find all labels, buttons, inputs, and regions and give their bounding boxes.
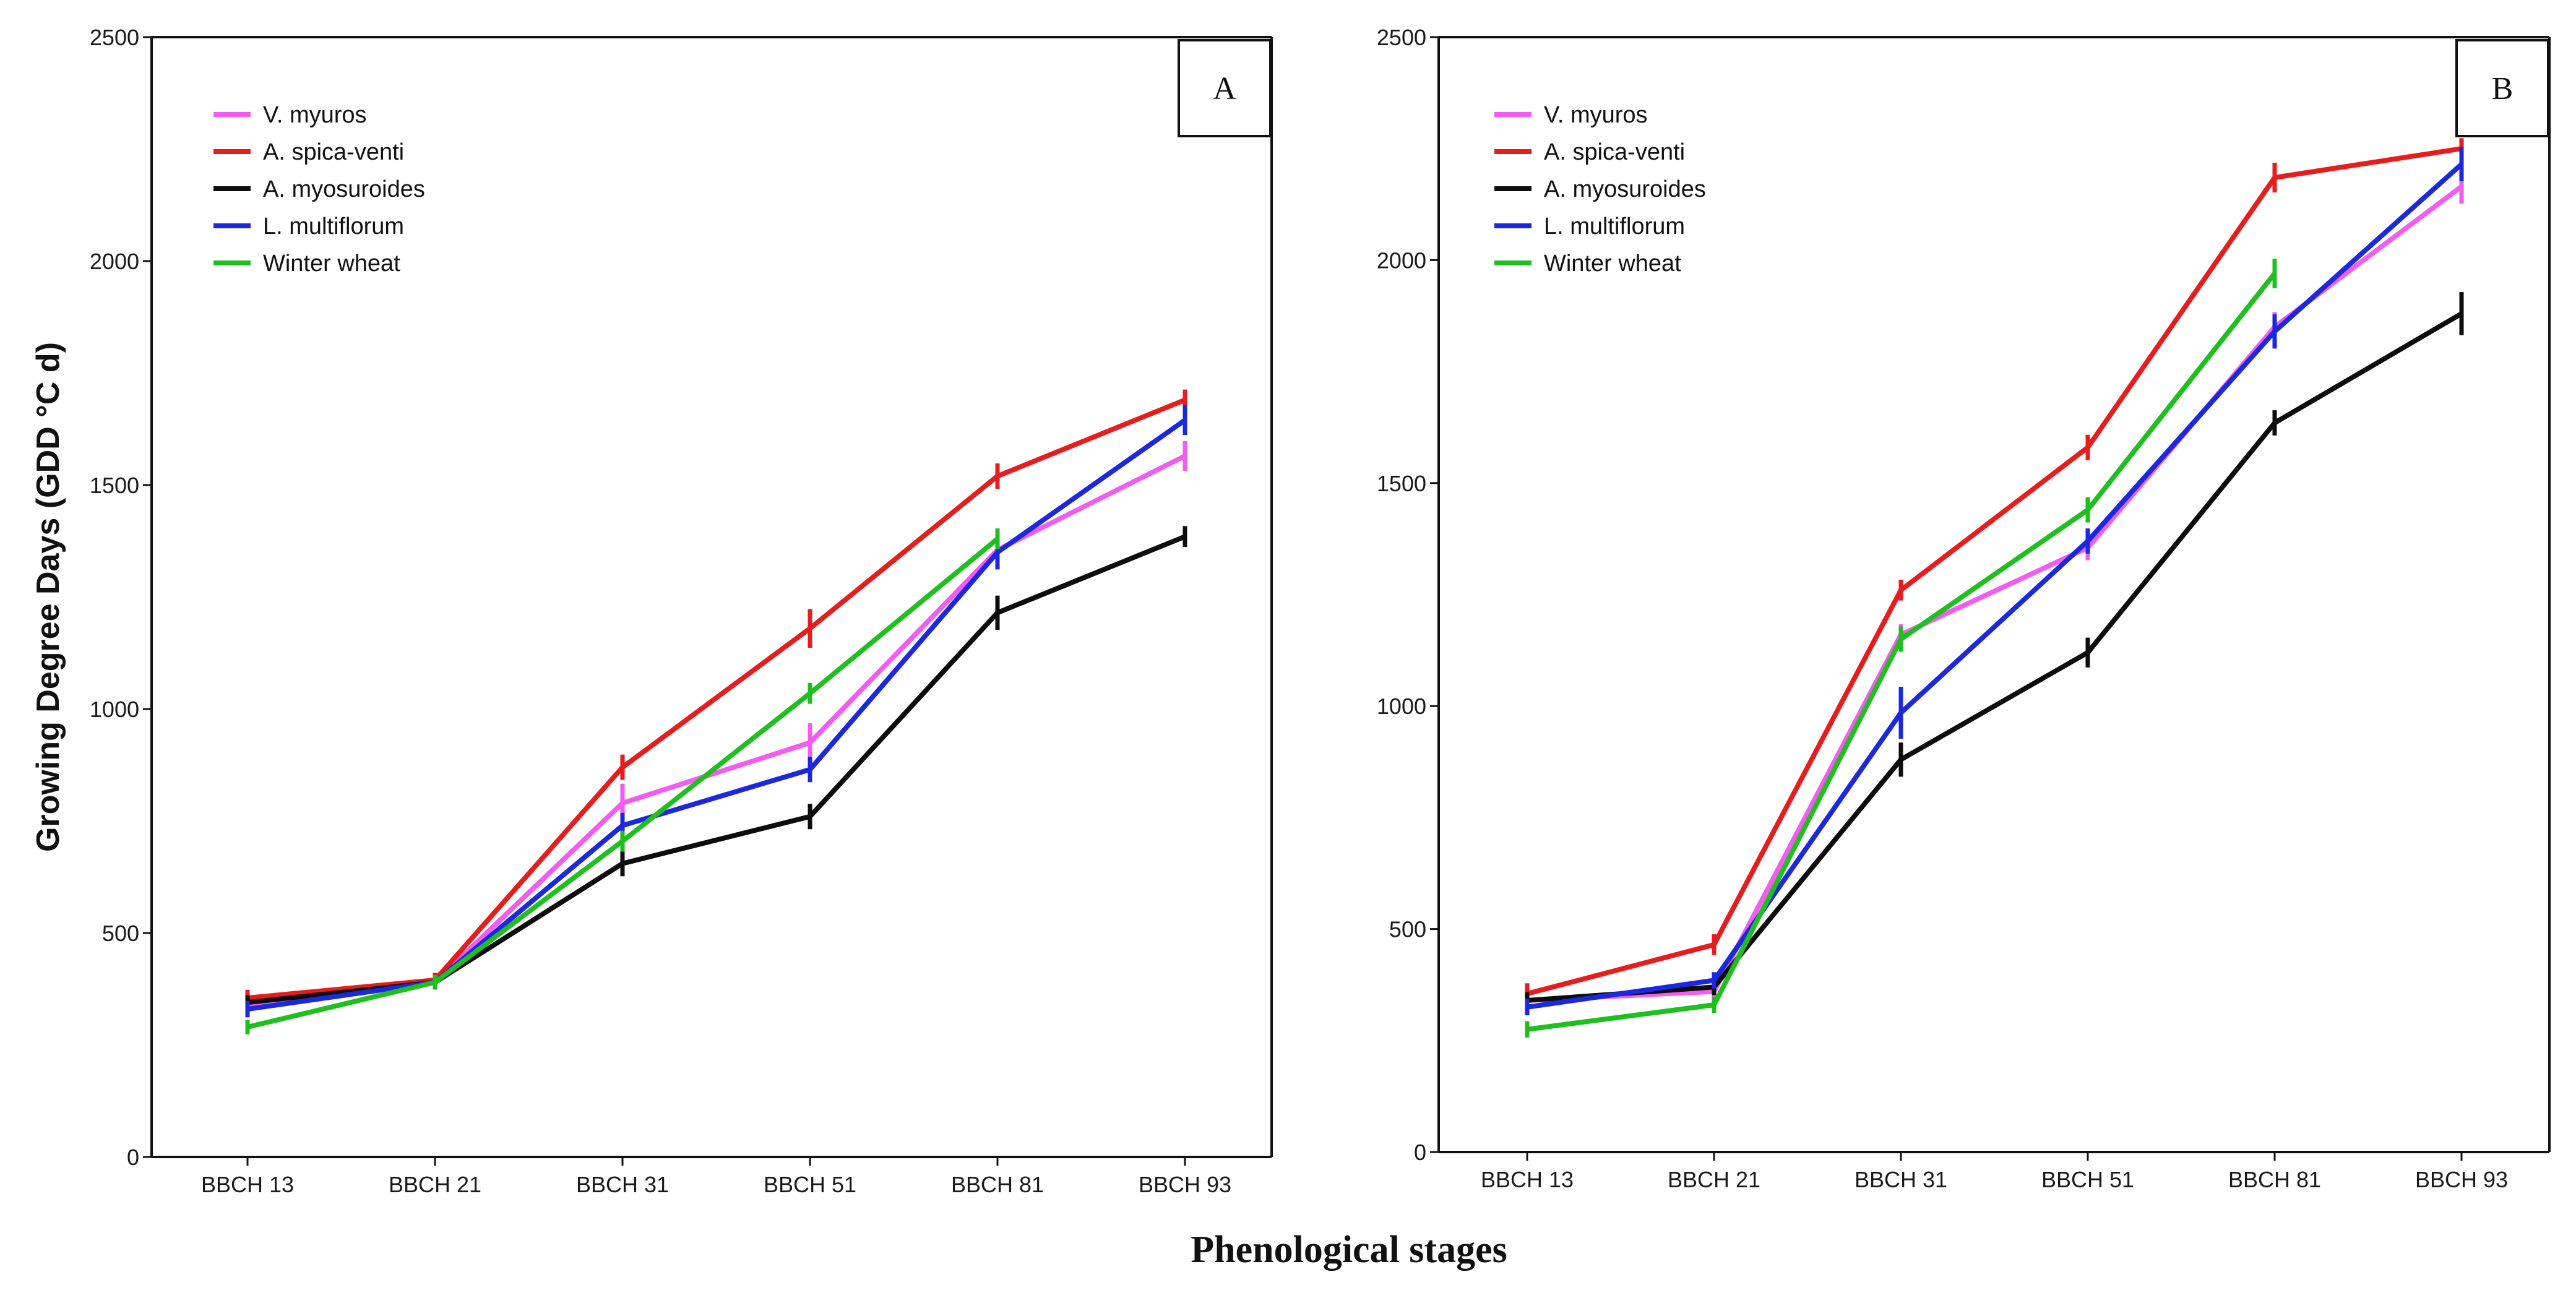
panel-a-series-line-a-spica-venti (247, 397, 1186, 1000)
x-axis-title: Phenological stages (1191, 1229, 1507, 1271)
panel-a-label: A (1213, 71, 1236, 106)
panel-a-label-box (1178, 39, 1272, 137)
panel-a-series-line-l-multiflorum (247, 418, 1187, 1012)
panel-a-y-tick-label: 2000 (90, 249, 139, 274)
panel-b-y-tick-label: 1000 (1377, 694, 1426, 719)
panel-b-series-line-v-myuros (1527, 184, 2463, 1003)
panel-a-plot: 0 500 1000 1500 2000 2500 BBCH 13 BBCH 21 BBCH 3… (90, 25, 1231, 1197)
panel-a-legend-label-l-multiflorum: L. multiflorum (263, 213, 404, 239)
panel-a-y-tick-label: 500 (102, 921, 139, 946)
panel-a-x-tick-label: BBCH 81 (951, 1172, 1044, 1197)
panel-a-x-tick-label: BBCH 31 (576, 1172, 669, 1197)
y-axis-title: Growing Degree Days (GDD °C d) (30, 342, 66, 852)
panel-b-x-tick-label: BBCH 81 (2228, 1167, 2321, 1192)
panel-b-plot: 0 500 1000 1500 2000 2500 BBCH 13 BBCH 21 BBCH 3… (1377, 25, 2508, 1192)
panel-b-legend-label-l-multiflorum: L. multiflorum (1544, 213, 1685, 239)
panel-a-legend-label-v-myuros: V. myuros (263, 102, 367, 128)
panel-a-x-tick-label: BBCH 13 (201, 1172, 294, 1197)
panel-b-x-tick-label: BBCH 31 (1854, 1167, 1947, 1192)
panel-b: B 0 500 1000 1500 2000 2500 BBCH 13 BBCH 21 BBCH… (1377, 25, 2551, 1192)
panel-b-label: B (2492, 71, 2514, 106)
panel-b-y-tick-label: 2000 (1377, 247, 1426, 273)
panel-b-x-tick-label: BBCH 13 (1481, 1167, 1574, 1192)
panel-a-x-tick-label: BBCH 93 (1139, 1172, 1231, 1197)
panel-b-series-line-l-multiflorum (1527, 162, 2463, 1010)
panel-a-x-tick-label: BBCH 51 (764, 1172, 856, 1197)
panel-b-y-tick-label: 0 (1414, 1140, 1426, 1165)
panel-a-y-tick-label: 2500 (90, 25, 139, 50)
panel-b-y-tick-label: 1500 (1377, 471, 1426, 496)
panel-b-legend-label-a-myosuroides: A. myosuroides (1544, 176, 1706, 202)
panel-b-legend-label-a-spica-venti: A. spica-venti (1544, 139, 1685, 165)
panel-a-y-tick-label: 1000 (90, 697, 139, 722)
panel-b-legend-label-winter-wheat: Winter wheat (1544, 251, 1681, 277)
panel-a: A 0 500 1000 1500 2000 2500 BBCH 13 BBCH 21 BBCH… (90, 25, 1273, 1197)
panel-b-y-tick-label: 2500 (1377, 25, 1426, 50)
panel-b-x-tick-label: BBCH 51 (2041, 1167, 2134, 1192)
panel-a-y-tick-label: 0 (127, 1145, 139, 1170)
panel-b-x-tick-label: BBCH 21 (1668, 1167, 1760, 1192)
panel-b-series-line-a-spica-venti (1526, 146, 2462, 996)
panel-a-legend-label-a-spica-venti: A. spica-venti (263, 139, 404, 165)
panel-b-legend-label-v-myuros: V. myuros (1544, 102, 1648, 128)
panel-b-label-box (2455, 39, 2549, 137)
panel-a-legend-label-winter-wheat: Winter wheat (263, 251, 400, 277)
panel-a-legend: V. myuros A. spica-venti A. myosuroides L. … (213, 102, 425, 277)
panel-b-y-tick-label: 500 (1389, 917, 1426, 942)
panel-a-series-line-winter-wheat (247, 536, 999, 1030)
panel-a-series-line-v-myuros (247, 454, 1186, 1007)
panel-b-legend: V. myuros A. spica-venti A. myosuroides L. … (1494, 102, 1706, 277)
panel-b-x-tick-label: BBCH 93 (2415, 1167, 2508, 1192)
panel-b-series-line-a-myosuroides (1527, 311, 2463, 1003)
panel-a-x-tick-label: BBCH 21 (389, 1172, 481, 1197)
panel-a-y-tick-label: 1500 (90, 473, 139, 498)
panel-a-legend-label-a-myosuroides: A. myosuroides (263, 176, 425, 202)
